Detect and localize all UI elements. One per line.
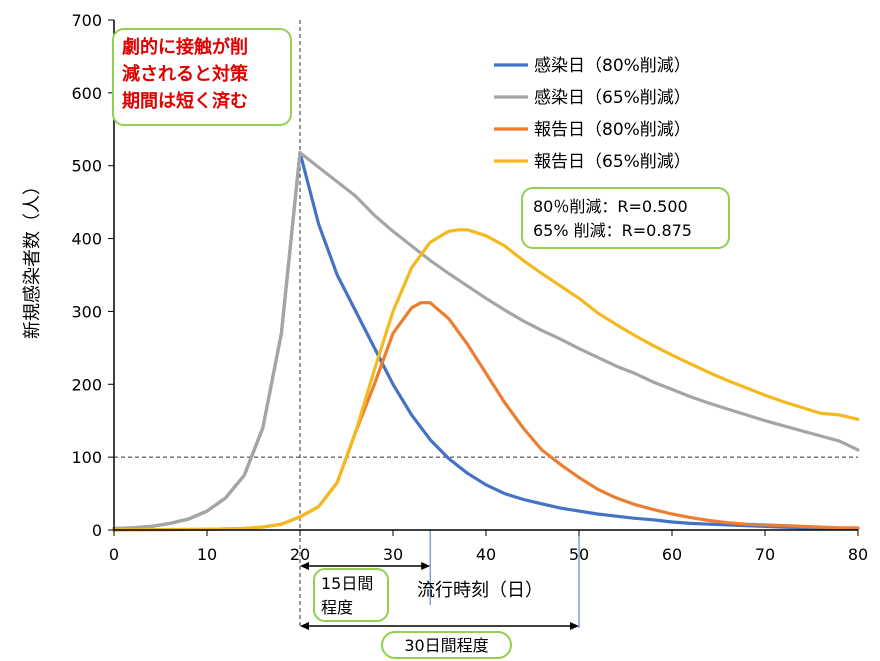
series-line-2 <box>112 151 860 531</box>
r-value-box: 80％削減：R=0.500 65% 削減：R=0.875 <box>521 187 730 249</box>
x-tick-label: 80 <box>848 545 868 564</box>
y-tick-label: 700 <box>71 11 102 30</box>
y-axis-title: 新規感染者数（人） <box>22 177 43 339</box>
x-tick-label: 0 <box>109 545 119 564</box>
span-30-label: 30日間程度 <box>381 631 512 659</box>
x-axis-title: 流行時刻（日） <box>417 580 543 601</box>
x-tick-label: 40 <box>476 545 496 564</box>
x-tick-label: 70 <box>755 545 775 564</box>
r-value-line: 80％削減：R=0.500 <box>533 197 688 216</box>
legend-label-1: 感染日（80%削減） <box>534 56 691 76</box>
x-tick-label: 60 <box>662 545 682 564</box>
span-arrow-15-head-left <box>300 562 309 570</box>
y-tick-label: 0 <box>92 521 102 540</box>
r-value-line: 65% 削減：R=0.875 <box>533 221 692 240</box>
legend: 感染日（80%削減） 感染日（65%削減） 報告日（80%削減） 報告日（65%削減） <box>494 56 691 172</box>
note-line: 減されると対策 <box>122 64 248 85</box>
y-tick-label: 400 <box>71 230 102 249</box>
span-15-label: 15日間 程度 <box>313 568 389 622</box>
series-line-1 <box>112 151 860 531</box>
legend-label-2: 感染日（65%削減） <box>534 88 691 108</box>
y-tick-label: 300 <box>71 302 102 321</box>
series-line-4 <box>112 228 860 532</box>
note-line: 期間は短く済む <box>122 91 248 112</box>
y-tick-label: 600 <box>71 84 102 103</box>
note-box: 劇的に接触が削 減されると対策 期間は短く済む <box>112 28 292 126</box>
x-tick-label: 10 <box>197 545 217 564</box>
span-15-line: 15日間 <box>321 574 374 593</box>
x-tick-label: 20 <box>290 545 310 564</box>
legend-label-4: 報告日（65%削減） <box>534 152 691 172</box>
y-tick-label: 500 <box>71 157 102 176</box>
y-tick-label: 200 <box>71 375 102 394</box>
span-arrow-30-head-left <box>300 622 309 630</box>
span-15-line: 程度 <box>321 598 354 617</box>
y-tick-label: 100 <box>71 448 102 467</box>
span-arrow-15-head-right <box>421 562 431 570</box>
note-line: 劇的に接触が削 <box>122 37 248 58</box>
legend-label-3: 報告日（80%削減） <box>534 120 691 140</box>
plot-area <box>112 20 860 630</box>
x-tick-label: 30 <box>383 545 403 564</box>
span-arrow-30-head-right <box>570 622 579 630</box>
x-tick-label: 50 <box>569 545 589 564</box>
